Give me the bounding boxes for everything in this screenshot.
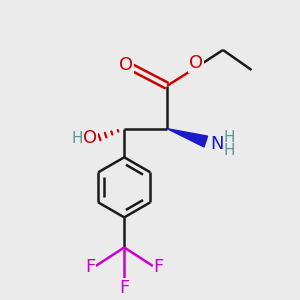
Text: F: F	[154, 258, 164, 276]
Polygon shape	[167, 129, 208, 147]
Text: O: O	[119, 56, 133, 74]
Text: H: H	[224, 130, 235, 145]
Text: H: H	[224, 142, 235, 158]
Text: O: O	[83, 129, 98, 147]
Text: F: F	[85, 258, 95, 276]
Text: O: O	[189, 54, 203, 72]
Text: F: F	[119, 279, 129, 297]
Text: H: H	[71, 130, 83, 146]
Text: N: N	[210, 135, 224, 153]
